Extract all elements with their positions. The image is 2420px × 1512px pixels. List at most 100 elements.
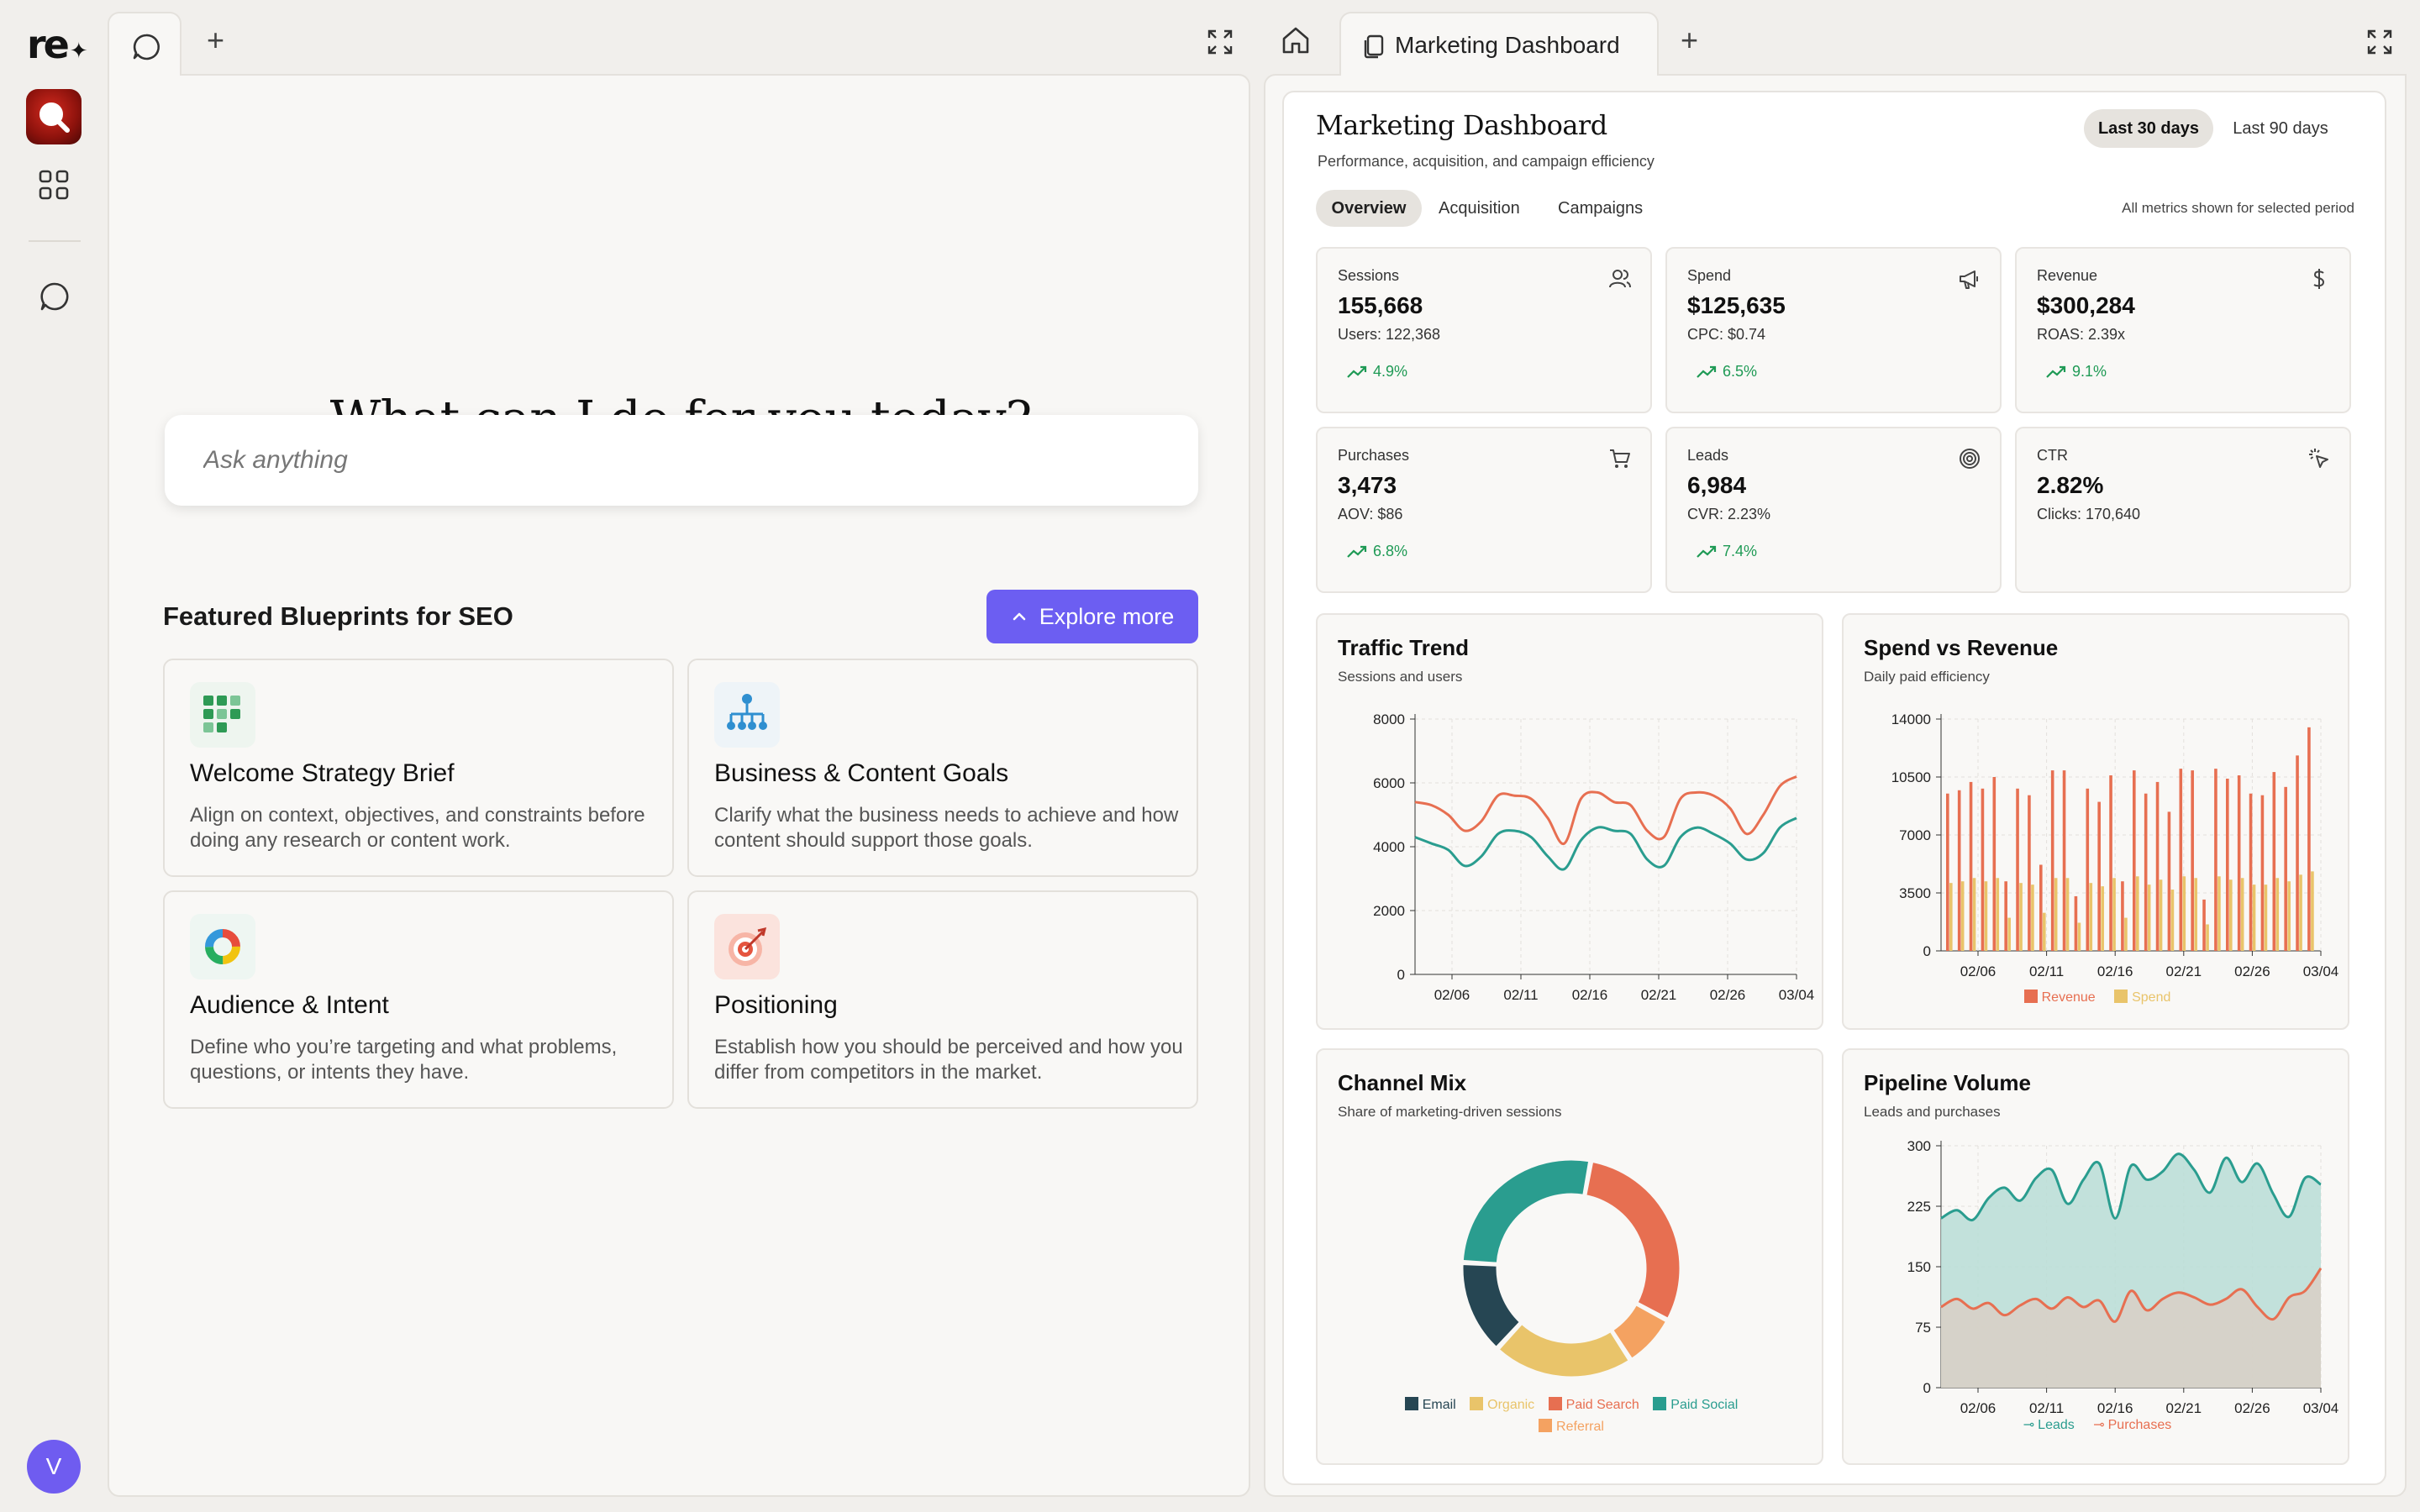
kpi-label: Sessions (1338, 267, 1400, 284)
bar-revenue (2086, 788, 2090, 951)
tab-acquisition[interactable]: Acquisition (1439, 199, 1520, 218)
home-icon[interactable] (1281, 25, 1311, 55)
chart-legend: Email Organic Paid Search Paid Social Re… (1318, 1394, 1825, 1438)
x-tick-label: 02/11 (2029, 963, 2064, 979)
kpi-value: 2.82% (2037, 472, 2104, 498)
user-avatar[interactable]: V (27, 1440, 81, 1494)
bar-revenue (2249, 793, 2253, 951)
grid-dots-icon (190, 682, 255, 748)
expand-icon[interactable] (2366, 29, 2393, 55)
legend-purchases: Purchases (2107, 1418, 2172, 1432)
kpi-sub: ROAS: 2.39x (2037, 326, 2126, 343)
tab-marketing-dashboard[interactable]: Marketing Dashboard (1339, 12, 1659, 76)
trend-up-icon (1697, 545, 1717, 558)
chat-bubble-icon (133, 34, 160, 60)
chat-tab[interactable] (108, 12, 182, 76)
bar-spend (2054, 878, 2058, 951)
explore-more-button[interactable]: Explore more (986, 590, 1198, 643)
blueprint-card[interactable]: Business & Content Goals Clarify what th… (687, 659, 1198, 877)
bar-spend (2229, 879, 2233, 951)
x-tick-label: 02/06 (1434, 987, 1470, 1003)
bar-revenue (2074, 895, 2078, 951)
bar-spend (2043, 912, 2046, 951)
ask-box[interactable] (165, 415, 1198, 506)
document-stack-icon (1364, 34, 1384, 59)
chart-title: Channel Mix (1338, 1070, 1467, 1095)
tab-campaigns[interactable]: Campaigns (1558, 199, 1644, 218)
y-tick-label: 2000 (1373, 903, 1405, 919)
blueprint-card[interactable]: Positioning Establish how you should be … (687, 890, 1198, 1109)
bar-spend (2065, 878, 2070, 951)
new-tab-plus-icon[interactable]: + (1681, 23, 1699, 57)
bar-revenue (2004, 881, 2007, 951)
kpi-card-ctr[interactable]: CTR 2.82% Clicks: 170,640 (2015, 427, 2351, 593)
bar-spend (2240, 878, 2244, 951)
ask-input[interactable] (165, 415, 1198, 506)
x-tick-label: 02/26 (2234, 963, 2270, 979)
color-ring-icon (190, 914, 255, 979)
traffic-trend-card: 0 2000 4000 6000 8000 02/06 02/11 02/16 02/21 02/… (1316, 613, 1823, 1030)
bar-spend (2101, 886, 2104, 951)
trend-up-icon (1347, 365, 1367, 378)
range-last-30-days[interactable]: Last 30 days (2084, 109, 2213, 148)
kpi-card-purchases[interactable]: Purchases 3,473 AOV: $86 6.8% (1316, 427, 1652, 593)
bar-spend (1949, 883, 1953, 951)
legend-paid-social: Paid Social (1670, 1398, 1739, 1412)
explore-more-label: Explore more (1039, 603, 1175, 629)
bar-revenue (2028, 795, 2031, 951)
bar-spend (2170, 890, 2175, 951)
y-tick-label: 0 (1923, 1380, 1931, 1396)
blueprint-card[interactable]: Welcome Strategy Brief Align on context,… (163, 659, 674, 877)
bar-revenue (1957, 790, 1961, 951)
period-note: All metrics shown for selected period (2122, 200, 2354, 216)
expand-icon[interactable] (1207, 29, 1234, 55)
kpi-sub: AOV: $86 (1338, 506, 1403, 522)
bar-spend (2252, 885, 2256, 951)
kpi-card-sessions[interactable]: Sessions 155,668 Users: 122,368 4.9% (1316, 247, 1652, 413)
dashboard-title: Marketing Dashboard (1316, 109, 1607, 141)
range-last-90-days[interactable]: Last 90 days (2233, 119, 2328, 138)
x-tick-label: 02/16 (1572, 987, 1608, 1003)
pipeline-volume-chart: 0 75 150 225 300 02/06 02/11 02/16 02/21 02/26 03/… (1907, 1138, 2339, 1416)
trend-up-icon (1347, 545, 1367, 558)
blueprint-card[interactable]: Audience & Intent Define who you’re targ… (163, 890, 674, 1109)
kpi-card-spend[interactable]: Spend $125,635 CPC: $0.74 6.5% (1665, 247, 2002, 413)
kpi-value: 155,668 (1338, 292, 1423, 318)
kpi-trend: 6.8% (1346, 543, 1407, 560)
kpi-sub: CPC: $0.74 (1687, 326, 1766, 343)
chat-bubble-icon[interactable] (39, 281, 71, 312)
tab-overview[interactable]: Overview (1316, 190, 1422, 227)
pie-slice-organic (1496, 1321, 1632, 1379)
y-tick-label: 10500 (1891, 769, 1931, 785)
chart-title: Pipeline Volume (1864, 1070, 2031, 1095)
bar-spend (2182, 876, 2186, 951)
bar-revenue (2237, 775, 2241, 951)
pie-slice-paid-social (1460, 1158, 1591, 1265)
y-tick-label: 225 (1907, 1199, 1931, 1215)
channel-mix-chart (1460, 1158, 1682, 1379)
kpi-label: CTR (2037, 447, 2068, 464)
bar-revenue (1992, 777, 1996, 951)
kpi-card-leads[interactable]: Leads 6,984 CVR: 2.23% 7.4% (1665, 427, 2002, 593)
legend-leads: Leads (2038, 1418, 2075, 1432)
x-tick-label: 03/04 (2303, 963, 2339, 979)
bar-spend (2136, 876, 2139, 951)
series-area-1 (1941, 1268, 2321, 1388)
blueprint-title: Business & Content Goals (714, 759, 1009, 787)
kpi-trend: 4.9% (1346, 363, 1407, 381)
bar-spend (1972, 878, 1976, 951)
bar-spend (2147, 885, 2151, 951)
app-logo[interactable]: re ✦ (27, 22, 88, 67)
x-tick-label: 02/11 (2029, 1400, 2064, 1416)
legend-swatch-spend (2114, 990, 2128, 1003)
blueprint-desc: Clarify what the business needs to achie… (714, 804, 1179, 852)
y-tick-label: 7000 (1899, 827, 1931, 843)
y-tick-label: 6000 (1373, 775, 1405, 791)
search-app-tile[interactable] (26, 89, 82, 144)
new-tab-plus-icon[interactable]: + (207, 23, 225, 57)
bar-revenue (2167, 811, 2171, 951)
apps-grid-icon[interactable] (37, 168, 71, 202)
bar-spend (2019, 883, 2023, 951)
pie-slice-referral (1610, 1302, 1669, 1362)
kpi-card-revenue[interactable]: Revenue $300,284 ROAS: 2.39x 9.1% (2015, 247, 2351, 413)
